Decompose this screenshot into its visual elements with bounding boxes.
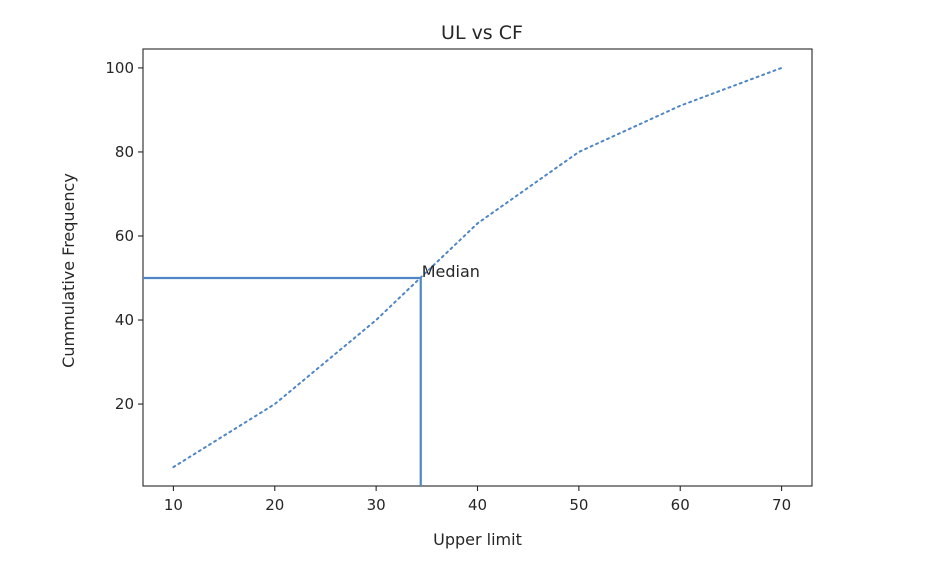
- x-tick-label: 40: [468, 496, 487, 514]
- y-tick-label: 20: [115, 395, 134, 413]
- chart-title: UL vs CF: [441, 22, 523, 44]
- x-axis-label: Upper limit: [433, 530, 522, 549]
- x-tick-label: 50: [569, 496, 588, 514]
- y-tick-label: 40: [115, 311, 134, 329]
- x-tick-label: 70: [772, 496, 791, 514]
- y-tick-label: 60: [115, 227, 134, 245]
- median-annotation: Median: [422, 262, 480, 281]
- x-tick-label: 20: [265, 496, 284, 514]
- series-layer: [172, 66, 783, 469]
- x-axis-ticks: 10 20 30 40 50 60 70: [164, 486, 791, 514]
- x-tick-label: 60: [671, 496, 690, 514]
- x-tick-label: 10: [164, 496, 183, 514]
- cf-series-line: [172, 66, 783, 469]
- y-tick-label: 100: [105, 59, 134, 77]
- y-axis-label: Cummulative Frequency: [59, 173, 78, 368]
- y-axis-ticks: 20 40 60 80 100: [105, 59, 143, 413]
- y-tick-label: 80: [115, 143, 134, 161]
- x-tick-label: 30: [367, 496, 386, 514]
- median-layer: Median: [143, 262, 480, 486]
